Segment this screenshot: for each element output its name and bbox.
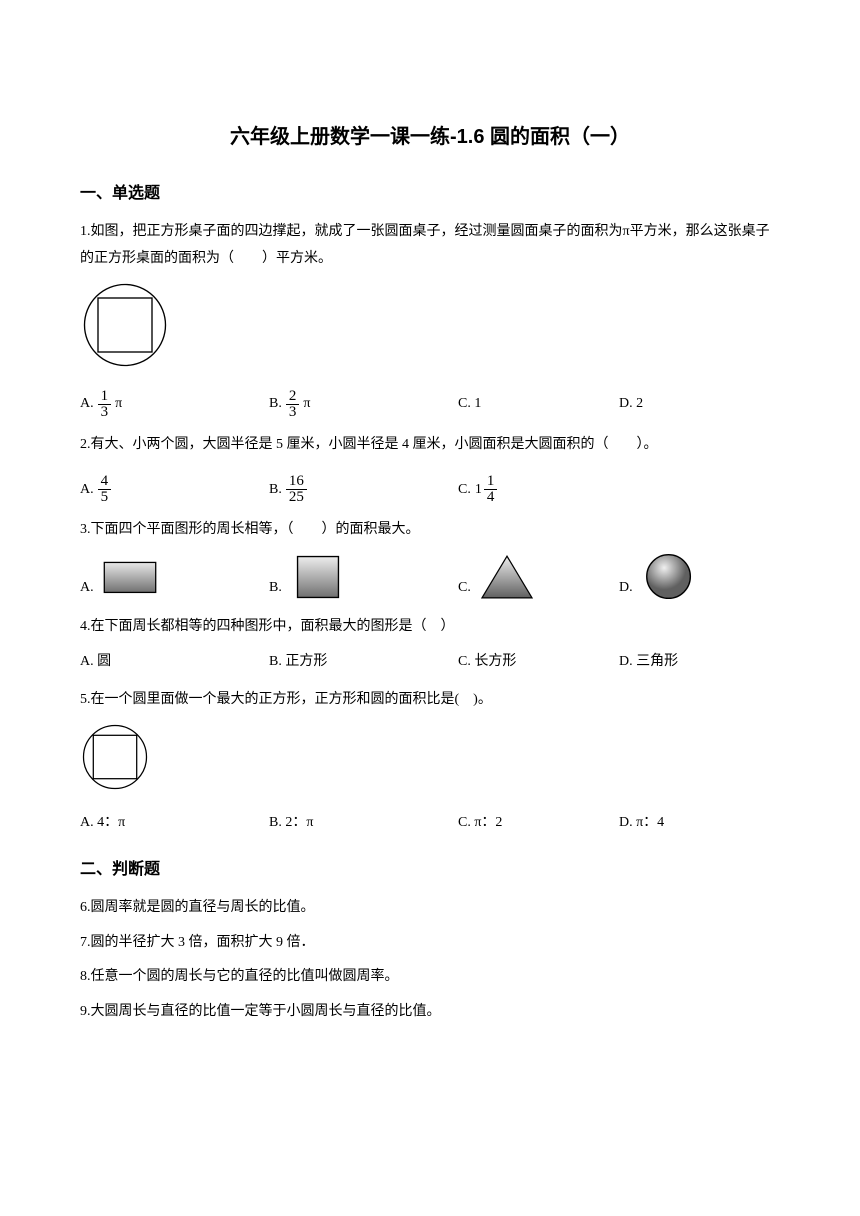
opt-label: B.: [269, 575, 282, 602]
q1-option-c: C. 1: [458, 391, 619, 418]
opt-label: A.: [80, 477, 94, 504]
question-7: 7.圆的半径扩大 3 倍，面积扩大 9 倍．: [80, 930, 780, 957]
q4-option-c: C. 长方形: [458, 649, 619, 676]
denominator: 4: [484, 490, 498, 505]
numerator: 2: [286, 389, 300, 405]
circle-with-square-icon: [80, 722, 150, 792]
opt-label: C.: [458, 477, 471, 504]
opt-label: C.: [458, 575, 471, 602]
q5-option-a: A. 4：π: [80, 810, 269, 837]
q5-figure: [80, 722, 780, 803]
q5-option-d: D. π：4: [619, 810, 780, 837]
numerator: 16: [286, 474, 307, 490]
q3-options: A. B. C. D.: [80, 552, 780, 602]
q5-options: A. 4：π B. 2：π C. π：2 D. π：4: [80, 810, 780, 837]
fraction: 16 25: [286, 474, 307, 505]
mixed-fraction: 1 1 4: [475, 474, 498, 505]
q1-option-a: A. 1 3 π: [80, 389, 269, 420]
triangle-icon: [477, 552, 537, 602]
circle-icon: [639, 552, 699, 602]
q1-figure: [80, 280, 780, 381]
q3-text: 3.下面四个平面图形的周长相等，（ ）的面积最大。: [80, 517, 780, 544]
question-5: 5.在一个圆里面做一个最大的正方形，正方形和圆的面积比是( )。 A. 4：π …: [80, 687, 780, 837]
fraction: 1 3: [98, 389, 112, 420]
q1-option-b: B. 2 3 π: [269, 389, 458, 420]
page-title: 六年级上册数学一课一练-1.6 圆的面积（一）: [80, 120, 780, 149]
q4-text: 4.在下面周长都相等的四种图形中，面积最大的图形是（ ）: [80, 614, 780, 641]
opt-label: B.: [269, 391, 282, 418]
q2-option-b: B. 16 25: [269, 474, 458, 505]
opt-suffix: π: [303, 391, 310, 418]
opt-label: A.: [80, 391, 94, 418]
q4-option-b: B. 正方形: [269, 649, 458, 676]
q2-option-a: A. 4 5: [80, 474, 269, 505]
q3-option-a: A.: [80, 552, 269, 602]
numerator: 1: [98, 389, 112, 405]
opt-suffix: π: [115, 391, 122, 418]
section-1-header: 一、单选题: [80, 179, 780, 203]
q5-option-b: B. 2：π: [269, 810, 458, 837]
q4-option-a: A. 圆: [80, 649, 269, 676]
q3-option-c: C.: [458, 552, 619, 602]
question-3: 3.下面四个平面图形的周长相等，（ ）的面积最大。 A. B. C. D.: [80, 517, 780, 602]
denominator: 3: [98, 405, 112, 420]
fraction: 2 3: [286, 389, 300, 420]
rectangle-icon: [100, 552, 160, 602]
opt-label: A.: [80, 575, 94, 602]
denominator: 25: [286, 490, 307, 505]
q3-option-d: D.: [619, 552, 780, 602]
question-9: 9.大圆周长与直径的比值一定等于小圆周长与直径的比值。: [80, 999, 780, 1026]
q2-options: A. 4 5 B. 16 25 C. 1 1 4: [80, 474, 780, 505]
question-4: 4.在下面周长都相等的四种图形中，面积最大的图形是（ ） A. 圆 B. 正方形…: [80, 614, 780, 675]
q2-text: 2.有大、小两个圆，大圆半径是 5 厘米，小圆半径是 4 厘米，小圆面积是大圆面…: [80, 432, 780, 459]
q1-text: 1.如图，把正方形桌子面的四边撑起，就成了一张圆面桌子，经过测量圆面桌子的面积为…: [80, 219, 780, 272]
fraction: 1 4: [484, 474, 498, 505]
q5-option-c: C. π：2: [458, 810, 619, 837]
q2-option-c: C. 1 1 4: [458, 474, 619, 505]
fraction: 4 5: [98, 474, 112, 505]
section-2-header: 二、判断题: [80, 855, 780, 879]
q4-option-d: D. 三角形: [619, 649, 780, 676]
opt-label: B.: [269, 477, 282, 504]
q4-options: A. 圆 B. 正方形 C. 长方形 D. 三角形: [80, 649, 780, 676]
q3-option-b: B.: [269, 552, 458, 602]
question-6: 6.圆周率就是圆的直径与周长的比值。: [80, 895, 780, 922]
question-2: 2.有大、小两个圆，大圆半径是 5 厘米，小圆半径是 4 厘米，小圆面积是大圆面…: [80, 432, 780, 506]
whole: 1: [475, 477, 482, 504]
numerator: 4: [98, 474, 112, 490]
square-icon: [288, 552, 348, 602]
q5-text: 5.在一个圆里面做一个最大的正方形，正方形和圆的面积比是( )。: [80, 687, 780, 714]
numerator: 1: [484, 474, 498, 490]
q1-option-d: D. 2: [619, 391, 780, 418]
question-1: 1.如图，把正方形桌子面的四边撑起，就成了一张圆面桌子，经过测量圆面桌子的面积为…: [80, 219, 780, 420]
denominator: 3: [286, 405, 300, 420]
circle-with-square-icon: [80, 280, 170, 370]
q1-options: A. 1 3 π B. 2 3 π C. 1 D. 2: [80, 389, 780, 420]
question-8: 8.任意一个圆的周长与它的直径的比值叫做圆周率。: [80, 964, 780, 991]
opt-label: D.: [619, 575, 633, 602]
denominator: 5: [98, 490, 112, 505]
